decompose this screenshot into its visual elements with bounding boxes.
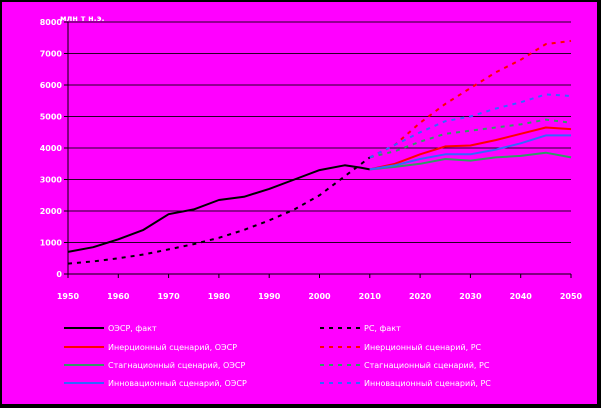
- series-line: [369, 151, 572, 171]
- legend-label: Инновационный сценарий, РС: [364, 379, 491, 388]
- y-tick-label: 7000: [40, 50, 63, 59]
- y-tick-label: 3000: [40, 176, 63, 185]
- x-tick-label: 1980: [208, 292, 231, 301]
- x-tick-label: 2040: [510, 292, 533, 301]
- tick-labels: 0 1000 2000 3000 4000 5000 6000 7000 8000 1950 196…: [40, 18, 583, 301]
- x-tick-label: 1960: [107, 292, 130, 301]
- x-tick-label: 1950: [57, 292, 80, 301]
- x-tick-label: 2000: [308, 292, 331, 301]
- legend-label: Стагнационный сценарий, ОЭСР: [108, 361, 245, 370]
- y-tick-label: 8000: [40, 18, 63, 27]
- x-tick-label: 2010: [359, 292, 382, 301]
- legend: ОЭСР, факт РС, факт Инерционный сценарий, …: [64, 324, 491, 388]
- x-tick-label: 2050: [560, 292, 583, 301]
- series: [67, 39, 572, 265]
- y-tick-label: 0: [56, 270, 62, 279]
- legend-label: Инерционный сценарий, РС: [364, 343, 482, 352]
- y-tick-label: 4000: [40, 144, 63, 153]
- y-tick-label: 5000: [40, 113, 63, 122]
- legend-label: Стагнационный сценарий, РС: [364, 361, 490, 370]
- series-line: [369, 93, 572, 159]
- legend-label: РС, факт: [364, 324, 401, 333]
- legend-label: Инерционный сценарий, ОЭСР: [108, 343, 237, 352]
- series-line: [67, 156, 371, 265]
- series-line: [369, 39, 572, 159]
- y-tick-label: 6000: [40, 81, 63, 90]
- legend-label: ОЭСР, факт: [108, 324, 157, 333]
- x-tick-label: 2020: [409, 292, 432, 301]
- legend-label: Инновационный сценарий, ОЭСР: [108, 379, 247, 388]
- x-tick-label: 2030: [459, 292, 482, 301]
- grid: [68, 21, 571, 243]
- y-axis-title: млн т н.э.: [60, 14, 104, 23]
- y-tick-label: 1000: [40, 239, 63, 248]
- x-tick-label: 1970: [157, 292, 180, 301]
- y-tick-label: 2000: [40, 207, 63, 216]
- x-tick-label: 1990: [258, 292, 281, 301]
- series-line: [369, 118, 572, 159]
- series-line: [369, 134, 571, 171]
- series-line: [67, 164, 370, 253]
- series-line: [369, 126, 572, 171]
